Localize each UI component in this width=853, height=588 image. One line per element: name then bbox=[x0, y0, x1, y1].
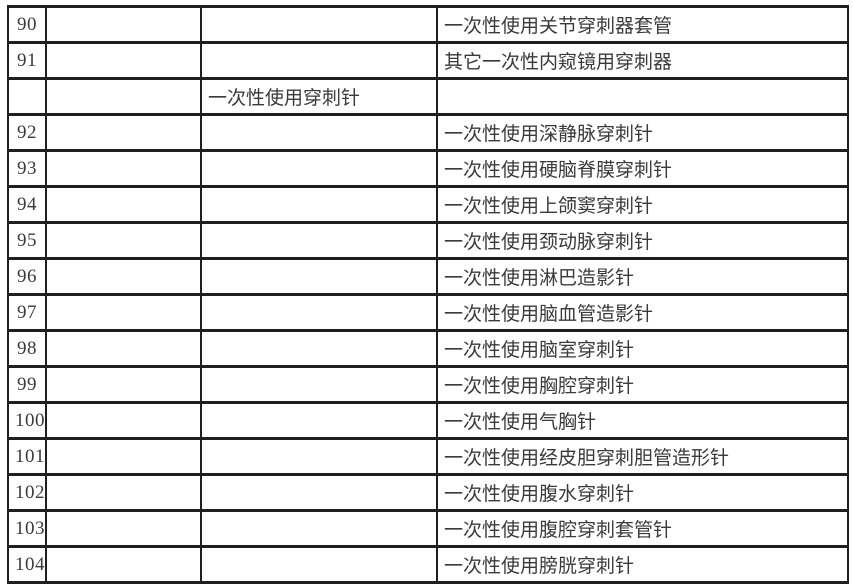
row-number-cell: 93 bbox=[7, 149, 47, 188]
table-row: 104 一次性使用膀胱穿刺针 bbox=[7, 545, 849, 584]
category-cell: 一次性使用穿刺针 bbox=[200, 77, 438, 116]
row-number-cell: 92 bbox=[7, 113, 47, 152]
table-row: 96 一次性使用淋巴造影针 bbox=[7, 257, 849, 296]
category-cell bbox=[200, 221, 438, 260]
table-row: 90 一次性使用关节穿刺器套管 bbox=[7, 5, 849, 44]
row-number-cell: 103 bbox=[7, 509, 47, 548]
item-name-cell: 其它一次性内窥镜用穿刺器 bbox=[436, 41, 849, 80]
row-number-cell: 90 bbox=[7, 5, 47, 44]
empty-cell bbox=[45, 185, 202, 224]
item-name-cell bbox=[436, 77, 849, 116]
table-row: 92 一次性使用深静脉穿刺针 bbox=[7, 113, 849, 152]
row-number-cell: 96 bbox=[7, 257, 47, 296]
row-number-cell: 101 bbox=[7, 437, 47, 476]
item-name-cell: 一次性使用腹腔穿刺套管针 bbox=[436, 509, 849, 548]
empty-cell bbox=[45, 437, 202, 476]
row-number-cell: 100 bbox=[7, 401, 47, 440]
empty-cell bbox=[45, 329, 202, 368]
empty-cell bbox=[45, 365, 202, 404]
category-cell bbox=[200, 401, 438, 440]
category-cell bbox=[200, 293, 438, 332]
table-row: 97 一次性使用脑血管造影针 bbox=[7, 293, 849, 332]
table-row: 103 一次性使用腹腔穿刺套管针 bbox=[7, 509, 849, 548]
item-name-cell: 一次性使用脑血管造影针 bbox=[436, 293, 849, 332]
row-number-cell: 95 bbox=[7, 221, 47, 260]
device-table-body: 90 一次性使用关节穿刺器套管 91 其它一次性内窥镜用穿刺器 一次性使用穿刺针 bbox=[7, 5, 849, 584]
category-cell bbox=[200, 545, 438, 584]
row-number-cell bbox=[7, 77, 47, 116]
category-cell bbox=[200, 41, 438, 80]
row-number-cell: 97 bbox=[7, 293, 47, 332]
table-row: 98 一次性使用脑室穿刺针 bbox=[7, 329, 849, 368]
item-name-cell: 一次性使用膀胱穿刺针 bbox=[436, 545, 849, 584]
row-number-cell: 94 bbox=[7, 185, 47, 224]
empty-cell bbox=[45, 473, 202, 512]
item-name-cell: 一次性使用深静脉穿刺针 bbox=[436, 113, 849, 152]
item-name-cell: 一次性使用经皮胆穿刺胆管造形针 bbox=[436, 437, 849, 476]
row-number-cell: 102 bbox=[7, 473, 47, 512]
category-cell bbox=[200, 329, 438, 368]
item-name-cell: 一次性使用关节穿刺器套管 bbox=[436, 5, 849, 44]
table-row: 100 一次性使用气胸针 bbox=[7, 401, 849, 440]
item-name-cell: 一次性使用脑室穿刺针 bbox=[436, 329, 849, 368]
row-number-cell: 104 bbox=[7, 545, 47, 584]
category-cell bbox=[200, 5, 438, 44]
empty-cell bbox=[45, 41, 202, 80]
item-name-cell: 一次性使用气胸针 bbox=[436, 401, 849, 440]
device-table: 90 一次性使用关节穿刺器套管 91 其它一次性内窥镜用穿刺器 一次性使用穿刺针 bbox=[7, 5, 849, 584]
empty-cell bbox=[45, 509, 202, 548]
item-name-cell: 一次性使用胸腔穿刺针 bbox=[436, 365, 849, 404]
empty-cell bbox=[45, 5, 202, 44]
empty-cell bbox=[45, 77, 202, 116]
empty-cell bbox=[45, 545, 202, 584]
item-name-cell: 一次性使用颈动脉穿刺针 bbox=[436, 221, 849, 260]
table-row: 91 其它一次性内窥镜用穿刺器 bbox=[7, 41, 849, 80]
table-row: 94 一次性使用上颌窦穿刺针 bbox=[7, 185, 849, 224]
table-row: 102 一次性使用腹水穿刺针 bbox=[7, 473, 849, 512]
category-cell bbox=[200, 149, 438, 188]
row-number-cell: 91 bbox=[7, 41, 47, 80]
table-row: 一次性使用穿刺针 bbox=[7, 77, 849, 116]
empty-cell bbox=[45, 257, 202, 296]
empty-cell bbox=[45, 221, 202, 260]
category-cell bbox=[200, 185, 438, 224]
category-cell bbox=[200, 113, 438, 152]
category-cell bbox=[200, 437, 438, 476]
row-number-cell: 99 bbox=[7, 365, 47, 404]
category-cell bbox=[200, 509, 438, 548]
empty-cell bbox=[45, 401, 202, 440]
item-name-cell: 一次性使用腹水穿刺针 bbox=[436, 473, 849, 512]
category-cell bbox=[200, 473, 438, 512]
table-row: 101 一次性使用经皮胆穿刺胆管造形针 bbox=[7, 437, 849, 476]
category-cell bbox=[200, 257, 438, 296]
empty-cell bbox=[45, 149, 202, 188]
table-row: 95 一次性使用颈动脉穿刺针 bbox=[7, 221, 849, 260]
item-name-cell: 一次性使用上颌窦穿刺针 bbox=[436, 185, 849, 224]
table-row: 99 一次性使用胸腔穿刺针 bbox=[7, 365, 849, 404]
item-name-cell: 一次性使用硬脑脊膜穿刺针 bbox=[436, 149, 849, 188]
category-cell bbox=[200, 365, 438, 404]
empty-cell bbox=[45, 293, 202, 332]
row-number-cell: 98 bbox=[7, 329, 47, 368]
item-name-cell: 一次性使用淋巴造影针 bbox=[436, 257, 849, 296]
table-row: 93 一次性使用硬脑脊膜穿刺针 bbox=[7, 149, 849, 188]
empty-cell bbox=[45, 113, 202, 152]
